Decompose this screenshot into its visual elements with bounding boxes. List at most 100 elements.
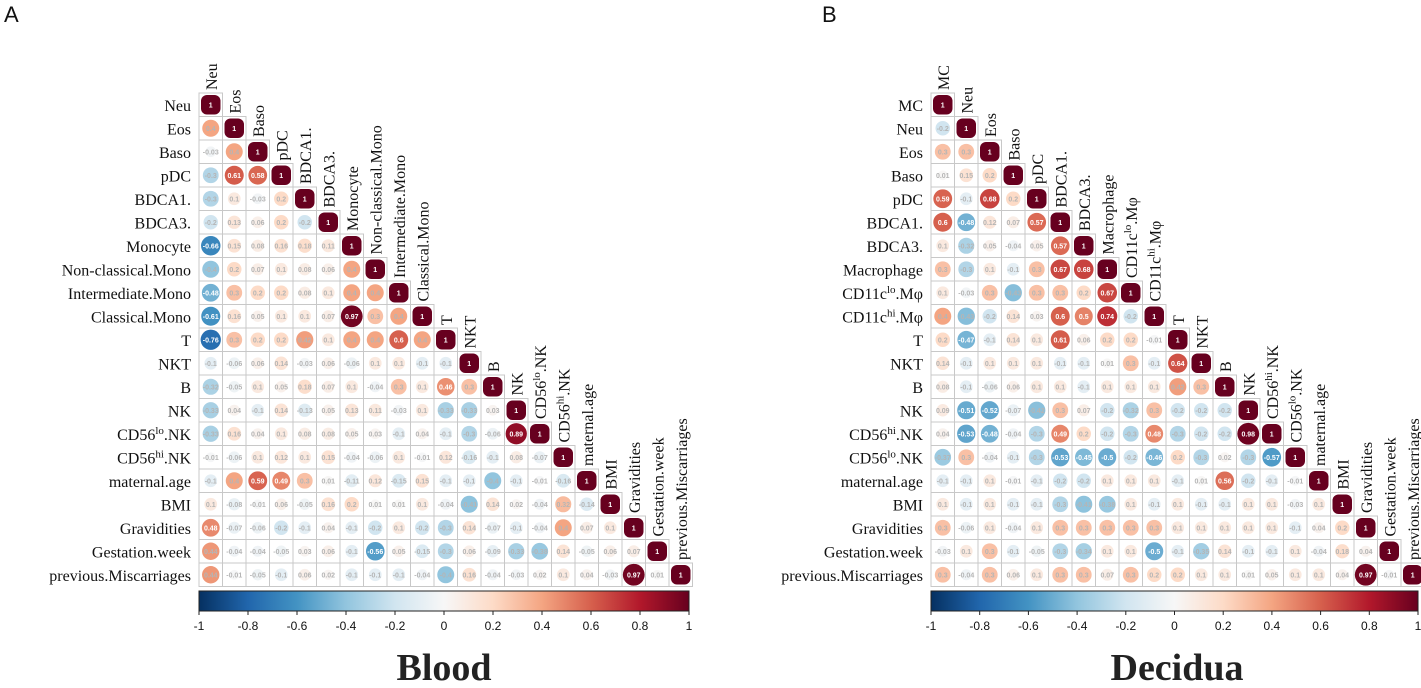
matrix-cell: 0.09 <box>930 398 955 423</box>
matrix-cell: 0.1 <box>1118 492 1143 517</box>
diagonal-marker <box>1309 471 1329 491</box>
matrix-cell: 0.05 <box>245 304 270 329</box>
correlation-value: -0.45 <box>1076 455 1092 462</box>
matrix-cell: -0.1 <box>1142 351 1167 376</box>
correlation-circle <box>554 519 572 537</box>
correlation-value: -0.04 <box>1005 243 1021 250</box>
matrix-cell: 0.05 <box>977 233 1002 258</box>
correlation-value: -0.04 <box>438 502 454 509</box>
correlation-value: -0.05 <box>297 502 313 509</box>
correlation-circle <box>274 332 289 347</box>
correlation-value: 0.08 <box>298 431 312 438</box>
correlation-circle <box>298 309 312 323</box>
correlation-circle <box>1194 403 1209 418</box>
correlation-value: 0.1 <box>1267 502 1277 509</box>
correlation-circle <box>936 380 949 393</box>
matrix-cell: 0.3 <box>1142 515 1167 540</box>
matrix-cell: -0.04 <box>977 445 1002 470</box>
row-label: previous.Miscarriages <box>49 568 191 585</box>
correlation-value: 1 <box>1105 267 1109 274</box>
correlation-circle <box>1196 475 1207 486</box>
correlation-circle <box>934 448 952 466</box>
correlation-circle <box>1147 567 1162 582</box>
matrix-cell: -0.1 <box>1165 539 1190 564</box>
matrix-cell: -0.1 <box>1259 539 1284 564</box>
matrix-cell: -0.13 <box>292 398 317 423</box>
matrix-cell: 0.3 <box>222 280 247 305</box>
correlation-value: 0.2 <box>1126 337 1136 344</box>
correlation-value: -0.34 <box>1076 549 1092 556</box>
correlation-value: -0.2 <box>299 220 311 227</box>
correlation-value: 0.14 <box>556 549 570 556</box>
diagonal-marker <box>1356 518 1376 538</box>
matrix-cell: 1 <box>954 116 979 141</box>
correlation-circle <box>202 119 220 137</box>
matrix-cell: 0.05 <box>339 421 364 446</box>
correlation-value: 0.1 <box>1173 502 1183 509</box>
correlation-value: 0.11 <box>369 408 382 415</box>
correlation-circle <box>275 545 287 557</box>
matrix-cell: -0.47 <box>954 327 979 352</box>
correlation-value: -0.42 <box>1029 408 1045 415</box>
matrix-cell: 1 <box>504 398 529 423</box>
correlation-value: -0.1 <box>960 502 972 509</box>
correlation-circle <box>1122 425 1139 442</box>
row-label: BMI <box>161 497 191 514</box>
matrix-cell: 0.15 <box>410 468 435 493</box>
correlation-value: -0.5 <box>1101 455 1113 462</box>
correlation-circle <box>1193 378 1210 395</box>
matrix-cell: 0.1 <box>1048 374 1073 399</box>
matrix-cell: 0.3 <box>1142 398 1167 423</box>
matrix-cell: 0.2 <box>930 327 955 352</box>
correlation-value: -0.57 <box>1264 455 1280 462</box>
correlation-value: -0.1 <box>1219 502 1231 509</box>
matrix-cell: 0.1 <box>1142 374 1167 399</box>
correlation-circle <box>227 215 241 229</box>
correlation-value: 0.1 <box>1032 361 1042 368</box>
correlation-value: 0.04 <box>936 431 950 438</box>
correlation-value: 0.1 <box>605 525 615 532</box>
matrix-cell: 0.4 <box>363 327 388 352</box>
correlation-circle <box>1030 333 1044 347</box>
correlation-value: 0.1 <box>1196 572 1206 579</box>
matrix-cell: 0.15 <box>954 163 979 188</box>
correlation-circle <box>228 404 240 416</box>
matrix-cell: 0.16 <box>222 421 247 446</box>
correlation-value: 0.1 <box>1267 525 1277 532</box>
correlation-circle <box>415 380 429 394</box>
correlation-circle <box>1354 563 1377 586</box>
matrix-cell: -0.1 <box>339 515 364 540</box>
correlation-value: -0.3 <box>1172 431 1184 438</box>
correlation-value: 0.1 <box>1149 384 1159 391</box>
correlation-value: -0.07 <box>226 525 242 532</box>
matrix-cell: 0.08 <box>504 445 529 470</box>
correlation-value: -0.48 <box>958 220 974 227</box>
correlation-value: -0.2 <box>1219 431 1231 438</box>
matrix-cell: -0.1 <box>1001 492 1026 517</box>
matrix-cell: 1 <box>977 139 1002 164</box>
correlation-circle <box>580 521 593 534</box>
matrix-cell: 0.1 <box>1024 351 1049 376</box>
correlation-value: -0.2 <box>1242 478 1254 485</box>
correlation-value: -0.1 <box>1078 384 1090 391</box>
correlation-value: 0.01 <box>1194 478 1208 485</box>
correlation-value: 0.14 <box>486 502 500 509</box>
correlation-circle <box>463 545 476 558</box>
correlation-value: 0.1 <box>1126 549 1136 556</box>
row-labels: NeuEosBasopDCBDCA1.BDCA3.MonocyteNon-cla… <box>49 98 191 585</box>
correlation-circle <box>343 260 361 278</box>
matrix-cell: 0.14 <box>269 398 294 423</box>
matrix-cell: 0.13 <box>222 210 247 235</box>
matrix-cell: 0.1 <box>1142 468 1167 493</box>
column-label: BMI <box>603 459 620 489</box>
correlation-circle <box>1030 356 1044 370</box>
correlation-circle <box>1219 452 1230 463</box>
diagonal-marker <box>956 118 976 138</box>
matrix-cell: -0.1 <box>1048 351 1073 376</box>
correlation-circle <box>439 474 453 488</box>
row-label: NKT <box>158 356 191 373</box>
correlation-value: 0.2 <box>1102 337 1112 344</box>
correlation-circle <box>1053 380 1067 394</box>
correlation-value: 0.3 <box>1055 290 1065 297</box>
matrix-cell: 0.01 <box>1189 468 1214 493</box>
